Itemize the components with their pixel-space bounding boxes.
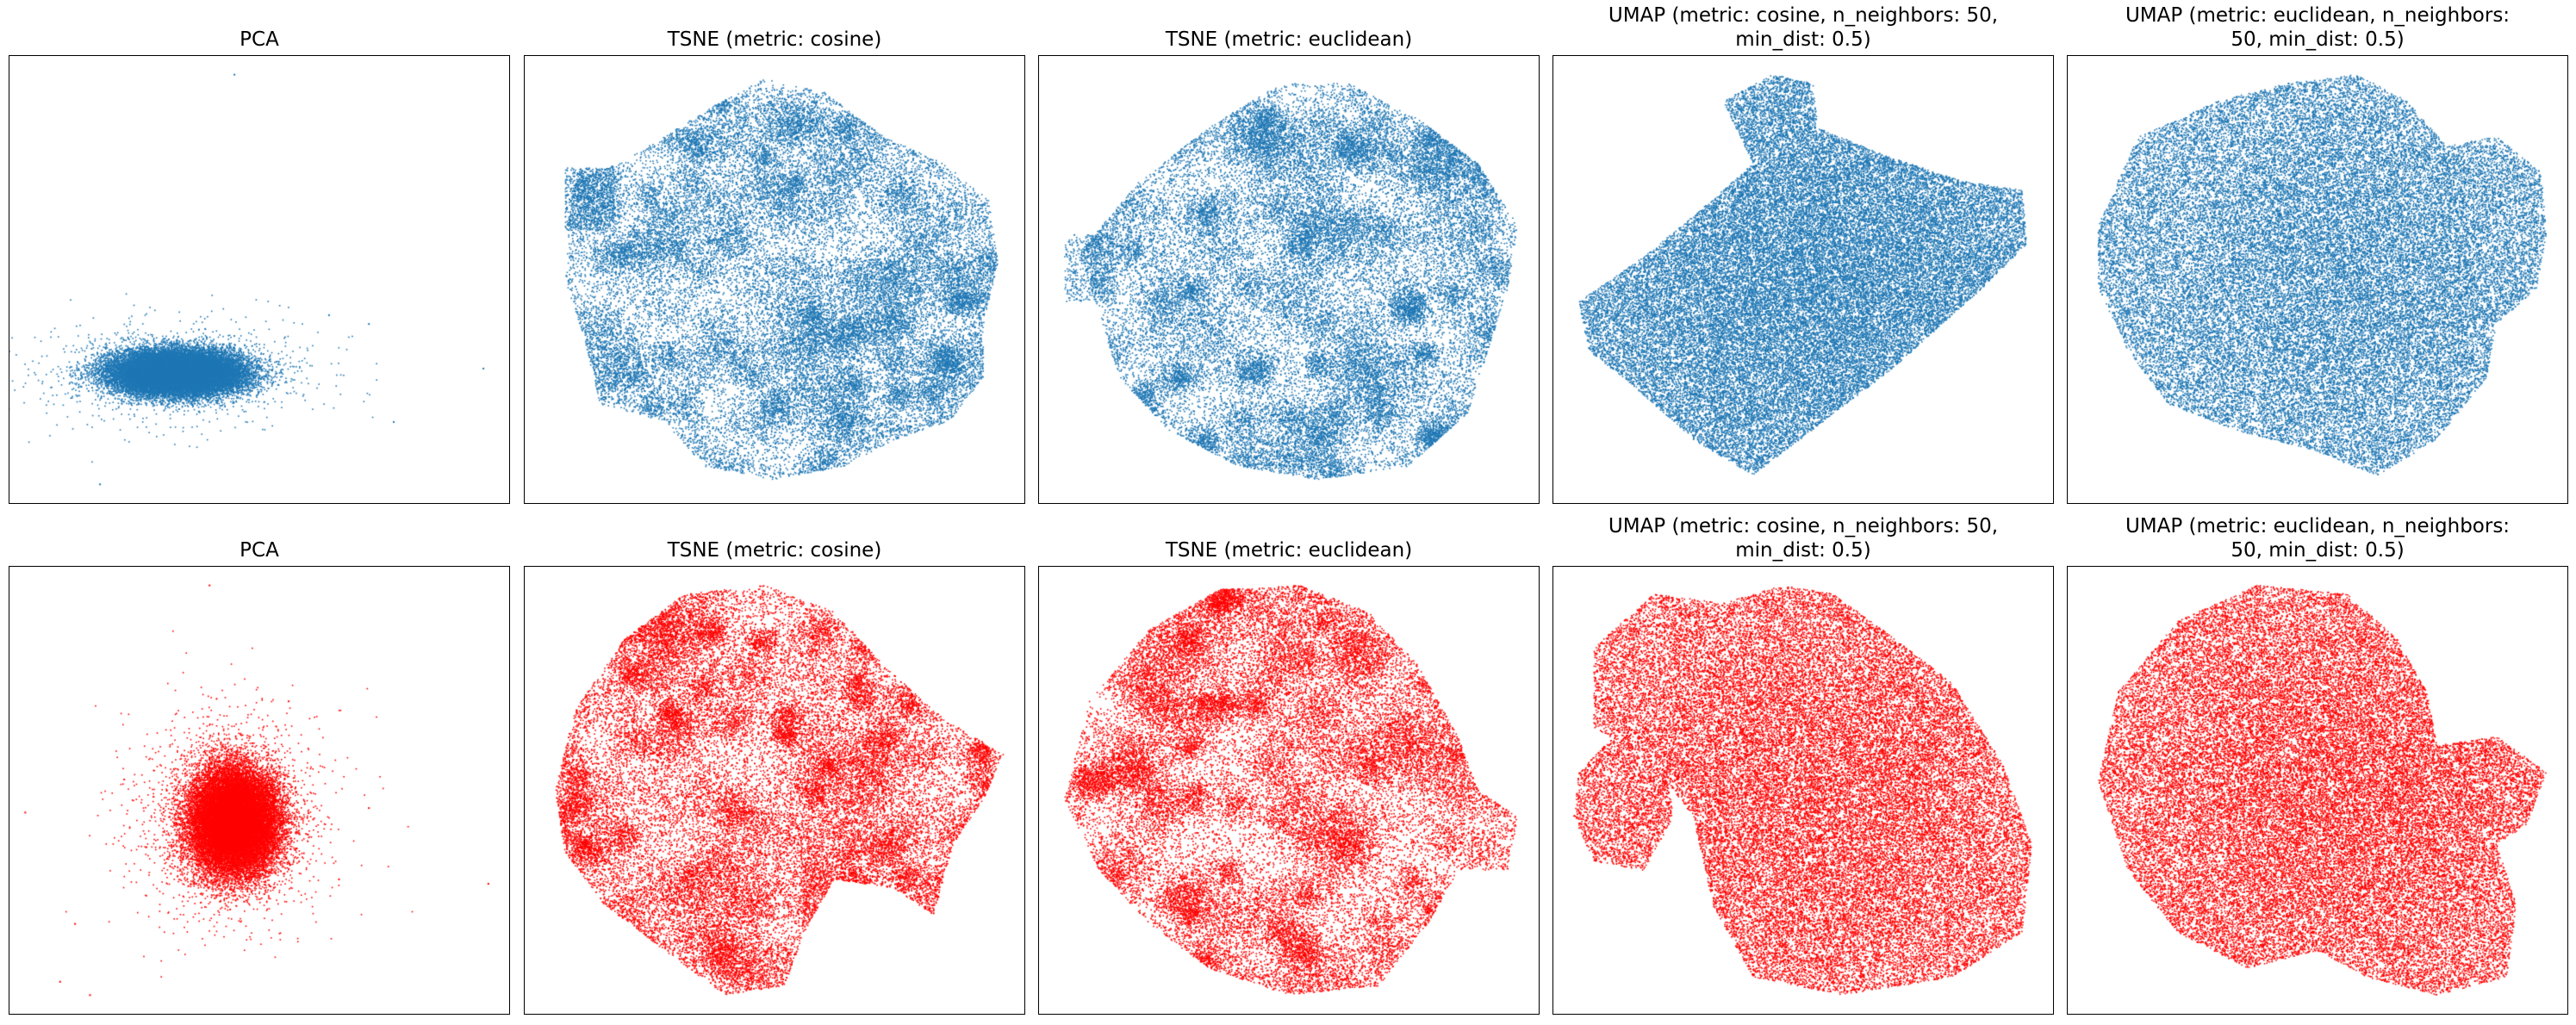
axes-frame [1038,566,1540,1015]
panel-title: TSNE (metric: euclidean) [1165,539,1413,562]
panel-r1-c4: UMAP (metric: cosine, n_neighbors: 50, m… [1552,0,2054,504]
scatter-plot-canvas [9,567,507,1012]
axes-frame [9,566,510,1015]
panel-title: UMAP (metric: cosine, n_neighbors: 50, m… [1608,4,1999,51]
panel-r2-c5: UMAP (metric: euclidean, n_neighbors: 50… [2067,511,2568,1015]
panel-r2-c3: TSNE (metric: euclidean) [1038,511,1540,1015]
panel-title: TSNE (metric: cosine) [667,28,882,51]
panel-title: PCA [240,28,279,51]
scatter-plot-canvas [525,567,1023,1012]
scatter-plot-canvas [1553,567,2051,1012]
panel-r1-c3: TSNE (metric: euclidean) [1038,0,1540,504]
scatter-plot-canvas [2068,567,2566,1012]
axes-frame [1038,55,1540,504]
scatter-plot-canvas [525,56,1023,501]
scatter-plot-canvas [2068,56,2566,501]
scatter-plot-canvas [1039,56,1537,501]
scatter-plot-canvas [1553,56,2051,501]
panel-r2-c2: TSNE (metric: cosine) [524,511,1025,1015]
panel-title: TSNE (metric: cosine) [667,539,882,562]
axes-frame [2067,566,2568,1015]
axes-frame [524,55,1025,504]
axes-frame [1552,566,2054,1015]
panel-title: UMAP (metric: euclidean, n_neighbors: 50… [2125,515,2511,562]
axes-frame [1552,55,2054,504]
panel-title: TSNE (metric: euclidean) [1165,28,1413,51]
panel-title: UMAP (metric: cosine, n_neighbors: 50, m… [1608,515,1999,562]
panel-r1-c5: UMAP (metric: euclidean, n_neighbors: 50… [2067,0,2568,504]
axes-frame [524,566,1025,1015]
panel-title: UMAP (metric: euclidean, n_neighbors: 50… [2125,4,2511,51]
panel-r2-c4: UMAP (metric: cosine, n_neighbors: 50, m… [1552,511,2054,1015]
panel-title: PCA [240,539,279,562]
panel-r1-c2: TSNE (metric: cosine) [524,0,1025,504]
panel-r2-c1: PCA [9,511,510,1015]
axes-frame [9,55,510,504]
panel-r1-c1: PCA [9,0,510,504]
axes-frame [2067,55,2568,504]
scatter-plot-canvas [9,56,507,501]
scatter-plot-canvas [1039,567,1537,1012]
